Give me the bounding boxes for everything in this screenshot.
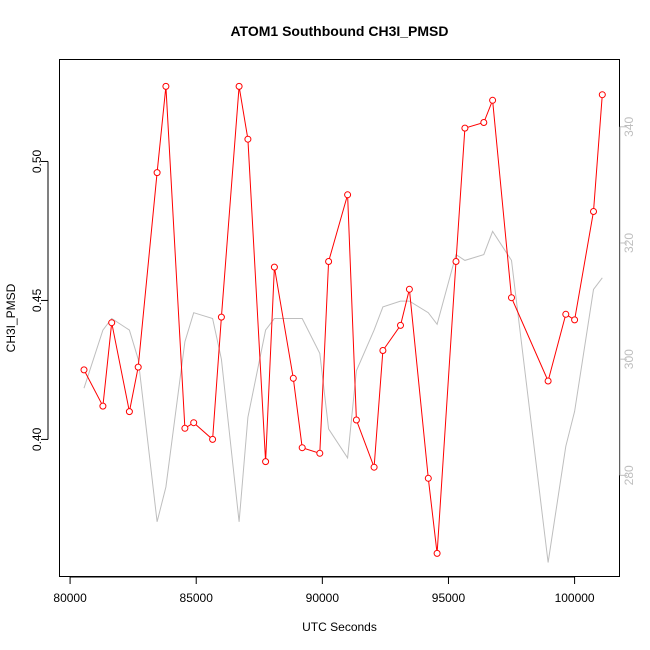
- data-point: [125, 408, 133, 416]
- series-layer: [80, 82, 606, 563]
- data-point: [108, 319, 116, 327]
- data-point: [598, 91, 606, 99]
- x-tick-label: 90000: [306, 591, 340, 605]
- data-point: [235, 82, 243, 90]
- data-point: [480, 119, 488, 126]
- y2-tick-label: 280: [622, 465, 636, 485]
- data-point: [262, 458, 270, 466]
- data-point: [325, 258, 333, 265]
- data-point: [134, 363, 142, 371]
- data-point: [298, 444, 306, 452]
- x-axis-label: UTC Seconds: [302, 620, 377, 634]
- plot-frame: [59, 59, 620, 577]
- data-point: [244, 135, 252, 143]
- data-point: [489, 96, 497, 104]
- data-point: [508, 294, 515, 302]
- data-point: [379, 347, 387, 354]
- data-point: [190, 419, 198, 427]
- y-tick-label: 0.40: [30, 427, 44, 451]
- y-tick-label: 0.50: [30, 149, 44, 173]
- data-point: [590, 208, 597, 215]
- data-point: [162, 82, 170, 90]
- data-point: [181, 424, 189, 432]
- data-point: [562, 310, 570, 318]
- data-point: [370, 463, 378, 471]
- chart-title: ATOM1 Southbound CH3I_PMSD: [230, 23, 448, 39]
- data-point: [316, 449, 324, 457]
- data-point: [397, 321, 404, 329]
- x-tick-label: 95000: [432, 591, 466, 605]
- y2-tick-label: 300: [622, 349, 636, 369]
- data-point: [344, 191, 352, 199]
- axes-layer: 80000 85000 90000 95000 100000 0.40 0.45 0.50 28…: [30, 116, 636, 605]
- data-point: [352, 416, 360, 424]
- secondary-series-line: [83, 230, 603, 563]
- data-point: [99, 402, 107, 410]
- data-point: [217, 313, 225, 321]
- data-point: [153, 169, 161, 177]
- x-tick-label: 85000: [180, 591, 214, 605]
- data-point: [80, 366, 88, 374]
- primary-series-line: [83, 86, 603, 554]
- data-point: [424, 474, 432, 482]
- y-tick-label: 0.45: [30, 288, 44, 312]
- y2-tick-label: 320: [622, 233, 636, 253]
- y-axis-label: CH3I_PMSD: [4, 283, 18, 352]
- y2-tick-label: 340: [622, 116, 636, 136]
- data-point: [571, 316, 579, 324]
- data-point: [461, 124, 469, 132]
- data-point: [270, 263, 278, 271]
- x-tick-label: 100000: [555, 591, 595, 605]
- data-point: [433, 549, 441, 557]
- data-point: [544, 377, 552, 385]
- data-point: [289, 374, 297, 382]
- data-point: [209, 435, 217, 443]
- data-point: [452, 258, 460, 265]
- x-tick-label: 80000: [53, 591, 87, 605]
- data-point: [405, 285, 413, 293]
